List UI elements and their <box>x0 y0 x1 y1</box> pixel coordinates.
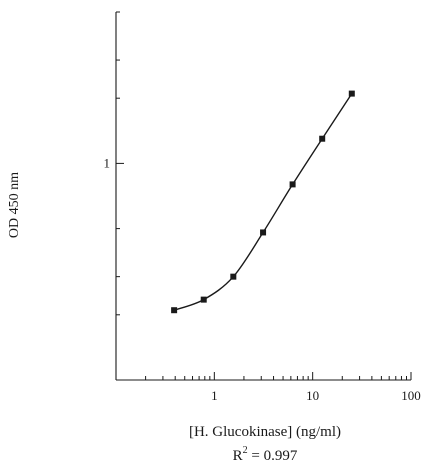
y-tick-label: 1 <box>104 155 111 170</box>
y-axis-label: OD 450 nm <box>7 172 22 238</box>
data-point <box>289 181 296 188</box>
r-squared-prefix: R <box>233 448 243 464</box>
data-point <box>200 296 207 303</box>
axes <box>115 12 411 381</box>
r-squared-annotation: R2 = 0.997 <box>233 445 298 464</box>
data-point <box>319 135 326 142</box>
data-point <box>230 273 237 280</box>
r-squared-superscript: 2 <box>243 445 248 456</box>
x-axis-label: [H. Glucokinase] (ng/ml) <box>189 424 341 440</box>
fit-curve <box>173 93 353 311</box>
x-tick-label: 100 <box>401 388 421 403</box>
data-point <box>348 90 355 97</box>
tick-labels: 1 10 100 1 <box>104 155 421 403</box>
ticks <box>115 11 412 381</box>
data-points <box>171 90 355 314</box>
x-tick-label: 1 <box>211 388 218 403</box>
data-point <box>171 307 178 314</box>
r-squared-value: = 0.997 <box>248 448 298 464</box>
data-point <box>260 229 267 236</box>
x-tick-label: 10 <box>306 388 319 403</box>
